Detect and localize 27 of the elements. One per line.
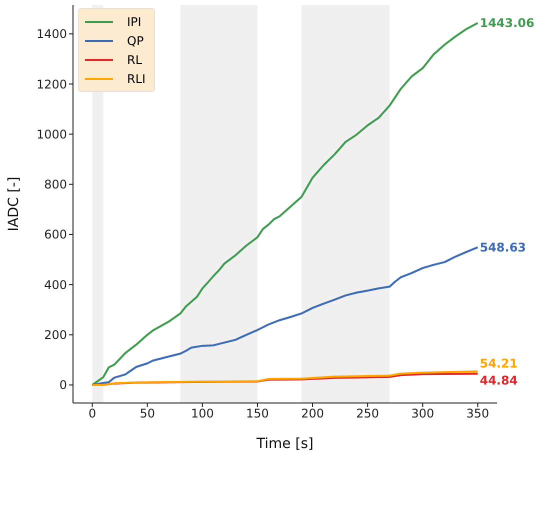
x-tick-label: 300: [411, 406, 434, 421]
line-series: [91, 246, 479, 386]
y-tick-label: 600: [44, 228, 67, 242]
x-tick-label: 150: [246, 406, 269, 421]
y-tick-label: 1000: [36, 127, 67, 142]
x-tick-label: 250: [356, 406, 380, 421]
x-tick-label: 100: [190, 406, 214, 421]
data-label: 54.21: [480, 356, 518, 370]
x-tick-label: 0: [88, 406, 96, 421]
y-tick-label: 200: [44, 328, 67, 342]
y-tick-label: 1400: [36, 27, 67, 42]
legend-label: IPI: [127, 14, 142, 28]
data-label: 1443.06: [480, 16, 534, 30]
legend-label: QP: [127, 34, 144, 48]
x-axis-title: Time [s]: [256, 436, 314, 452]
legend-label: RL: [127, 52, 142, 66]
x-tick-label: 50: [140, 406, 155, 421]
y-tick-label: 1200: [36, 77, 67, 92]
legend-label: RLI: [127, 72, 146, 86]
y-tick-label: 800: [44, 178, 67, 192]
data-label: 548.63: [480, 240, 526, 254]
y-tick-label: 400: [44, 278, 67, 292]
x-tick-label: 200: [301, 406, 324, 421]
data-label: 44.84: [480, 374, 518, 388]
x-tick-label: 350: [466, 406, 490, 421]
y-axis-title: IADC [-]: [6, 176, 22, 232]
y-tick-label: 0: [59, 378, 67, 392]
